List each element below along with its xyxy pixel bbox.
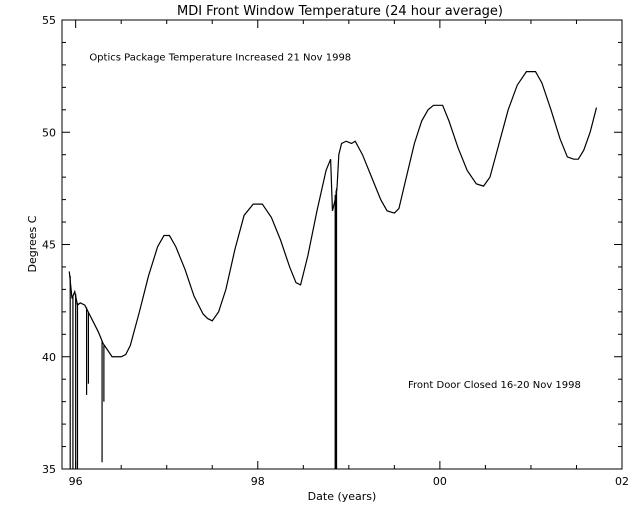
plot-content — [68, 71, 598, 469]
x-tick-label: 96 — [69, 475, 83, 488]
plot-frame — [61, 19, 623, 470]
y-tick-label: 40 — [42, 351, 56, 364]
temperature-series-line — [68, 71, 598, 358]
front-door-annotation: Front Door Closed 16-20 Nov 1998 — [408, 380, 581, 391]
x-axis-ticks: 96 98 00 02 — [69, 20, 629, 488]
y-axis-label: Degrees C — [26, 215, 39, 272]
x-tick-label: 02 — [615, 475, 629, 488]
y-tick-label: 35 — [42, 463, 56, 476]
y-axis-ticks: 35 40 45 50 55 — [42, 14, 622, 476]
y-tick-label: 50 — [42, 126, 56, 139]
optics-annotation: Optics Package Temperature Increased 21 … — [89, 52, 351, 63]
y-tick-label: 45 — [42, 239, 56, 252]
x-tick-label: 00 — [433, 475, 447, 488]
x-axis-label: Date (years) — [308, 490, 377, 503]
x-tick-label: 98 — [251, 475, 265, 488]
y-tick-label: 55 — [42, 14, 56, 27]
chart-title: MDI Front Window Temperature (24 hour av… — [177, 4, 503, 19]
